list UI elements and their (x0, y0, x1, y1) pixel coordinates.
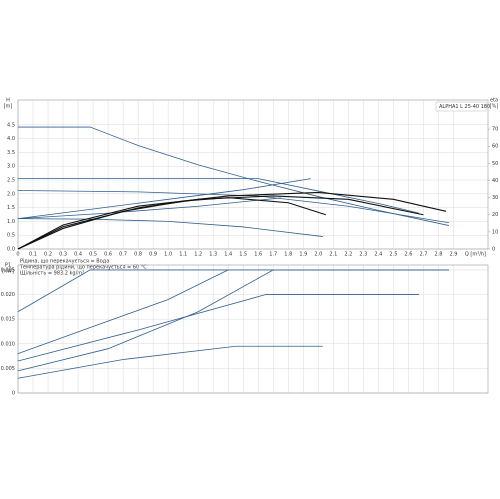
note: Рідина, що перекачується = Вода (20, 259, 109, 265)
curve (17, 345, 323, 379)
curve (18, 126, 450, 226)
plot-frame (17, 99, 489, 250)
x-tick-label: 2.0 (314, 252, 322, 258)
y-tick-label: 4.5 (7, 122, 15, 128)
y-tick-label: 3.5 (7, 150, 15, 156)
y-axis-label: [kW] (2, 269, 14, 275)
y2-tick-label: 0 (492, 247, 495, 253)
x-tick-label: 2.8 (434, 252, 442, 258)
y-tick-label: 0.015 (1, 317, 15, 323)
y2-tick-label: 30 (492, 195, 498, 201)
x-tick-label: 1.3 (209, 252, 217, 258)
plot-frame (17, 264, 489, 394)
x-tick-label: 2.4 (374, 252, 382, 258)
curve (17, 190, 450, 224)
curve (17, 269, 229, 354)
x-tick-label: 0.5 (89, 252, 97, 258)
curve (17, 269, 449, 372)
x-tick-label: 0.4 (74, 252, 82, 258)
x-tick-label: 0.7 (119, 252, 127, 258)
x-tick-label: 1.8 (284, 252, 292, 258)
x-tick-label: 0 (16, 252, 19, 258)
x-tick-label: 0.9 (149, 252, 157, 258)
legend-box (435, 101, 487, 112)
y2-axis-label: [%] (490, 104, 499, 110)
x-tick-label: 1.2 (194, 252, 202, 258)
x-tick-label: 2.2 (344, 252, 352, 258)
y-axis-label: [m] (4, 104, 13, 110)
y2-tick-label: 10 (492, 229, 498, 235)
curve (18, 178, 420, 214)
y-tick-label: 0.010 (1, 341, 15, 347)
y2-tick-label: 60 (492, 144, 498, 150)
x-tick-label: 0.3 (59, 252, 67, 258)
x-tick-label: 0.8 (134, 252, 142, 258)
curve (17, 195, 424, 250)
x-tick-label: 1.7 (269, 252, 277, 258)
y-tick-label: 2.5 (7, 178, 15, 184)
y2-tick-label: 70 (492, 127, 498, 133)
x-tick-label: 0.2 (44, 252, 52, 258)
x-tick-label: 1.1 (179, 252, 187, 258)
x-tick-label: 2.6 (404, 252, 412, 258)
y-tick-label: 1.0 (7, 219, 15, 225)
y-tick-label: 0.020 (1, 292, 15, 298)
legend-text: ALPHA1 L 25-40 180 (439, 104, 490, 110)
curve (17, 218, 323, 237)
y-tick-label: 3.0 (7, 164, 15, 170)
x-tick-label: 1.9 (299, 252, 307, 258)
y-tick-label: 0.0 (7, 247, 15, 253)
y-tick-label: 0.025 (1, 267, 15, 273)
y-tick-label: 4.0 (7, 136, 15, 142)
x-tick-label: 1.5 (239, 252, 247, 258)
y-tick-label: 2.0 (7, 191, 15, 197)
y2-tick-label: 40 (492, 178, 498, 184)
x-tick-label: 2.9 (449, 252, 457, 258)
y-axis-label: H (6, 98, 10, 104)
curve (17, 197, 281, 220)
curve (17, 197, 326, 250)
y-tick-label: 0.5 (7, 233, 15, 239)
y-tick-label: 1.5 (7, 205, 15, 211)
x-tick-label: 2.5 (389, 252, 397, 258)
x-tick-label: 1.4 (224, 252, 232, 258)
y2-axis-label: eta (490, 98, 498, 104)
curve (17, 178, 311, 220)
y-tick-label: 0 (12, 391, 15, 397)
x-tick-label: 0.1 (29, 252, 37, 258)
y-tick-label: 0.005 (1, 366, 15, 372)
x-tick-label: 0.6 (104, 252, 112, 258)
y2-tick-label: 20 (492, 212, 498, 218)
y-axis-label: P1 (5, 263, 11, 269)
x-axis-label: Q [m³/h] (465, 252, 486, 258)
y2-tick-label: 50 (492, 161, 498, 167)
x-tick-label: 1.0 (164, 252, 172, 258)
curve (17, 191, 447, 250)
note: Температура рідини, що перекачується = 6… (19, 265, 147, 271)
curve (17, 294, 419, 362)
note: Щільність = 983.2 kg/m³ (20, 271, 84, 277)
x-tick-label: 2.7 (419, 252, 427, 258)
x-tick-label: 2.1 (329, 252, 337, 258)
x-tick-label: 1.6 (254, 252, 262, 258)
x-tick-label: 2.3 (359, 252, 367, 258)
